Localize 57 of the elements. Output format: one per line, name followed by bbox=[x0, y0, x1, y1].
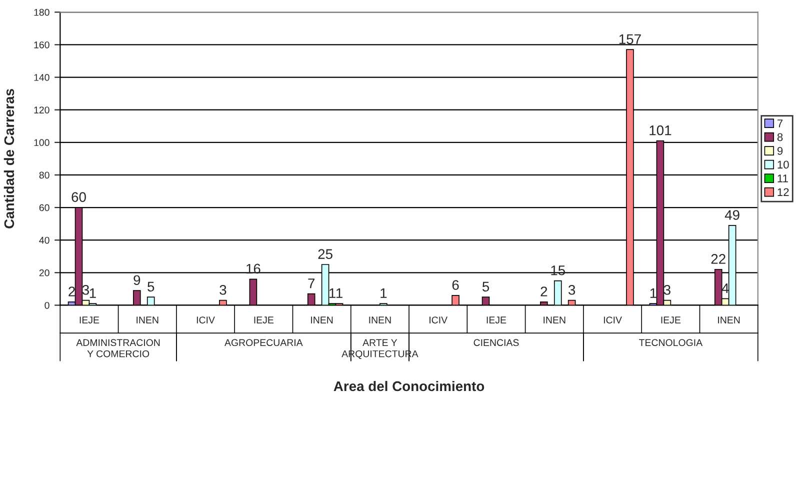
x-axis-title: Area del Conocimiento bbox=[334, 380, 484, 392]
x-tick-label: INEN bbox=[369, 316, 391, 324]
data-label: 1 bbox=[380, 288, 387, 298]
data-label: 22 bbox=[711, 254, 726, 264]
legend-label: 11 bbox=[778, 174, 788, 182]
data-label: 101 bbox=[650, 125, 672, 136]
x-tick-label: IEJE bbox=[661, 316, 681, 324]
legend-label: 12 bbox=[778, 188, 789, 196]
x-tick-label: INEN bbox=[136, 316, 158, 324]
data-label: 5 bbox=[482, 282, 490, 292]
text: CIENCIAS bbox=[474, 339, 519, 346]
legend-label: 8 bbox=[777, 133, 783, 142]
data-label: 3 bbox=[220, 284, 226, 295]
x-tick-label: IEJE bbox=[486, 316, 506, 324]
y-tick-label: 140 bbox=[34, 74, 50, 81]
x-tick-label: IEJE bbox=[254, 316, 274, 324]
data-label: 3 bbox=[664, 284, 670, 295]
text: TECNOLOGIA bbox=[639, 339, 703, 346]
data-label: 60 bbox=[72, 192, 86, 202]
text: ADMINISTRACION Y COMERCIO bbox=[76, 339, 160, 358]
y-tick-label: 40 bbox=[39, 236, 50, 244]
y-tick-label: 20 bbox=[39, 269, 50, 276]
data-label: 25 bbox=[318, 249, 332, 259]
x-tick-label: ICIV bbox=[196, 316, 215, 324]
x-tick-label: INEN bbox=[544, 316, 566, 324]
data-label: 2 bbox=[540, 286, 548, 296]
y-tick-label: 180 bbox=[34, 8, 50, 16]
legend-label: 9 bbox=[777, 146, 783, 155]
text: AGROPECUARIA bbox=[224, 339, 303, 346]
y-tick-label: 120 bbox=[34, 106, 50, 114]
data-label: 9 bbox=[134, 275, 140, 286]
y-axis-title: Cantidad de Carreras bbox=[4, 89, 14, 228]
y-tick-label: 60 bbox=[39, 204, 50, 212]
data-label: 1 bbox=[329, 288, 336, 298]
data-label: 49 bbox=[724, 210, 740, 220]
data-label: 3 bbox=[568, 284, 576, 295]
data-label: 16 bbox=[246, 264, 260, 274]
data-label: 1 bbox=[336, 288, 342, 298]
y-tick-label: 100 bbox=[34, 139, 50, 146]
x-tick-label: ICIV bbox=[430, 316, 448, 324]
data-label: 157 bbox=[619, 34, 641, 44]
y-tick-label: 0 bbox=[44, 302, 50, 309]
data-label: 6 bbox=[452, 280, 459, 290]
data-label: 1 bbox=[650, 288, 656, 298]
x-tick-label: IEJE bbox=[80, 316, 100, 324]
x-tick-label: ICIV bbox=[604, 316, 622, 324]
y-tick-label: 160 bbox=[34, 41, 50, 48]
legend-label: 7 bbox=[778, 120, 783, 128]
data-label: 7 bbox=[308, 278, 314, 288]
data-label: 1 bbox=[90, 288, 96, 298]
y-tick-label: 80 bbox=[39, 172, 50, 179]
legend-label: 10 bbox=[778, 160, 789, 169]
x-tick-label: INEN bbox=[718, 316, 740, 324]
data-label: 3 bbox=[82, 284, 89, 295]
data-label: 5 bbox=[148, 282, 154, 292]
x-tick-label: INEN bbox=[311, 316, 333, 324]
data-label: 2 bbox=[68, 286, 75, 296]
